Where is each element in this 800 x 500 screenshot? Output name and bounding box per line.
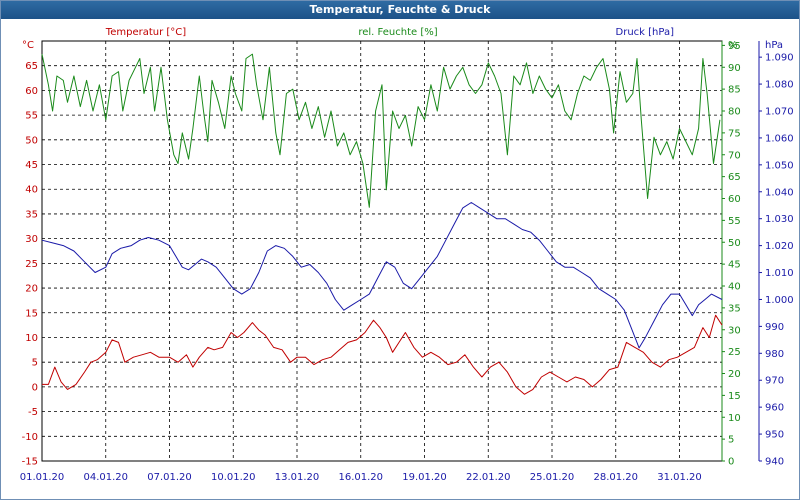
temperature-tick-label: 15	[25, 308, 38, 319]
humidity-tick-label: 35	[728, 303, 741, 314]
humidity-tick-label: 25	[728, 347, 741, 358]
pressure-tick-label: 1.050	[765, 160, 794, 171]
series-line-temperature	[42, 314, 723, 395]
temperature-tick-label: -10	[22, 432, 38, 443]
pressure-unit-label: hPa	[765, 40, 783, 51]
pressure-tick-label: 1.090	[765, 53, 794, 64]
pressure-tick-label: 1.080	[765, 80, 794, 91]
humidity-tick-label: 80	[728, 107, 741, 118]
pressure-tick-label: 1.030	[765, 214, 794, 225]
x-tick-label: 31.01.20	[657, 472, 702, 483]
temperature-tick-label: 50	[25, 135, 38, 146]
humidity-tick-label: 10	[728, 413, 741, 424]
humidity-unit-label: %	[728, 40, 738, 51]
window-title: Temperatur, Feuchte & Druck	[1, 1, 799, 19]
pressure-tick-label: 1.000	[765, 295, 794, 306]
humidity-tick-label: 40	[728, 282, 741, 293]
humidity-tick-label: 50	[728, 238, 741, 249]
temperature-unit-label: °C	[22, 40, 34, 51]
pressure-tick-label: 1.010	[765, 268, 794, 279]
pressure-tick-label: 980	[765, 349, 784, 360]
humidity-tick-label: 90	[728, 63, 741, 74]
x-tick-label: 28.01.20	[593, 472, 638, 483]
humidity-tick-label: 75	[728, 128, 741, 139]
x-tick-label: 22.01.20	[466, 472, 511, 483]
temperature-tick-label: -5	[28, 407, 38, 418]
humidity-tick-label: 30	[728, 325, 741, 336]
pressure-tick-label: 970	[765, 376, 784, 387]
humidity-tick-label: 95	[728, 41, 741, 52]
x-tick-label: 04.01.20	[83, 472, 128, 483]
humidity-tick-label: 45	[728, 260, 741, 271]
plot-frame	[41, 40, 723, 462]
x-tick-label: 07.01.20	[147, 472, 192, 483]
pressure-tick-label: 1.070	[765, 107, 794, 118]
humidity-tick-label: 15	[728, 391, 741, 402]
x-tick-label: 10.01.20	[211, 472, 256, 483]
series-name-temperature: Temperatur [°C]	[105, 27, 186, 38]
temperature-tick-label: 45	[25, 160, 38, 171]
pressure-tick-label: 1.060	[765, 133, 794, 144]
pressure-tick-label: 1.020	[765, 241, 794, 252]
series-name-pressure: Druck [hPa]	[616, 27, 675, 38]
temperature-tick-label: 40	[25, 185, 38, 196]
humidity-tick-label: 60	[728, 194, 741, 205]
temperature-tick-label: 30	[25, 234, 38, 245]
pressure-tick-label: 990	[765, 322, 784, 333]
pressure-tick-label: 960	[765, 403, 784, 414]
temperature-tick-label: 5	[32, 358, 38, 369]
pressure-tick-label: 940	[765, 457, 784, 468]
x-tick-label: 01.01.20	[20, 472, 65, 483]
humidity-tick-label: 65	[728, 172, 741, 183]
humidity-tick-label: 5	[728, 435, 734, 446]
humidity-tick-label: 55	[728, 216, 741, 227]
x-tick-label: 16.01.20	[338, 472, 383, 483]
x-tick-label: 13.01.20	[275, 472, 320, 483]
series-name-humidity: rel. Feuchte [%]	[358, 27, 437, 38]
temperature-tick-label: 25	[25, 259, 38, 270]
temperature-tick-label: 65	[25, 61, 38, 72]
x-tick-label: 25.01.20	[530, 472, 575, 483]
temperature-tick-label: 0	[32, 382, 38, 393]
humidity-tick-label: 20	[728, 369, 741, 380]
series-line-pressure	[41, 202, 723, 349]
x-tick-label: 19.01.20	[402, 472, 447, 483]
temperature-tick-label: 20	[25, 284, 38, 295]
temperature-tick-label: 60	[25, 86, 38, 97]
humidity-tick-label: 70	[728, 150, 741, 161]
pressure-tick-label: 1.040	[765, 187, 794, 198]
pressure-tick-label: 950	[765, 430, 784, 441]
temperature-tick-label: 35	[25, 209, 38, 220]
humidity-tick-label: 0	[728, 457, 734, 468]
humidity-tick-label: 85	[728, 85, 741, 96]
temperature-tick-label: -15	[22, 457, 38, 468]
temperature-tick-label: 10	[25, 333, 38, 344]
temperature-tick-label: 55	[25, 111, 38, 122]
series-line-humidity	[41, 53, 721, 208]
